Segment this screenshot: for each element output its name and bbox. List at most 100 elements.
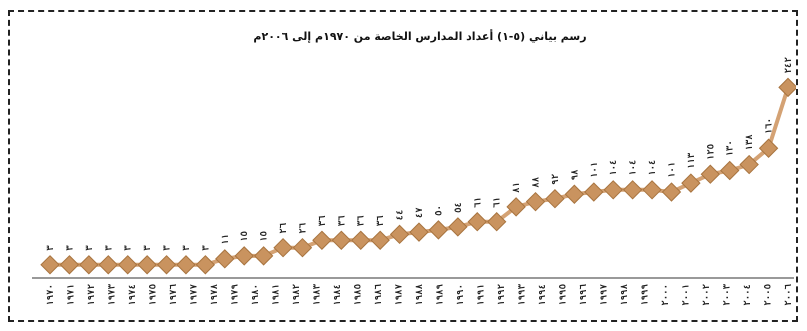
data-label-31: ١٠٤ [648, 160, 658, 176]
data-label-2: ٣ [85, 245, 95, 251]
x-tick-label-4: ١٩٧٤ [128, 284, 138, 306]
data-label-14: ٣٦ [318, 215, 328, 226]
data-label-8: ٣ [201, 245, 211, 251]
data-label-12: ٢٦ [279, 222, 289, 233]
data-label-27: ٩٨ [570, 169, 580, 180]
data-point-19 [409, 222, 429, 242]
data-point-31 [642, 180, 662, 200]
x-tick-label-12: ١٩٨٢ [292, 283, 302, 305]
x-tick-label-14: ١٩٨٤ [333, 284, 343, 306]
data-point-15 [331, 230, 352, 250]
data-point-29 [603, 180, 623, 200]
x-tick-label-35: ٢٠٠٥ [764, 284, 774, 306]
x-tick-label-26: ١٩٩٦ [579, 283, 589, 305]
x-tick-label-11: ١٩٨١ [272, 284, 282, 306]
data-point-26 [545, 189, 565, 209]
data-label-4: ٣ [124, 245, 134, 251]
x-tick-label-2: ١٩٧٢ [87, 283, 97, 305]
x-tick-label-36: ٢٠٠٦ [784, 283, 794, 305]
data-point-13 [292, 237, 313, 258]
data-point-16 [351, 230, 371, 250]
x-tick-label-23: ١٩٩٣ [518, 283, 528, 305]
data-label-3: ٣ [104, 245, 114, 251]
data-label-22: ٦١ [473, 197, 483, 208]
x-tick-label-5: ١٩٧٥ [149, 284, 159, 306]
data-label-21: ٥٤ [454, 202, 464, 213]
data-point-30 [622, 180, 643, 200]
x-tick-label-15: ١٩٨٥ [354, 284, 364, 306]
data-label-24: ٨١ [512, 182, 522, 193]
x-tick-label-9: ١٩٧٩ [231, 283, 241, 305]
data-point-12 [273, 237, 293, 258]
data-label-0: ٣ [46, 245, 56, 251]
data-point-28 [584, 182, 604, 202]
data-labels: ٣ ٣ ٣ ٣ ٣ ٣ ٣ ٣ ٣ ١١ ١٥ ١٥ ٢٦ ٢٦ ٣٦ ٣٦ ٣٦ ٣٦ ٤٤ ٤٧ ٥٠ ٥٤ ٦١ ٦١ ٨… [46, 57, 794, 251]
x-tick-label-1: ١٩٧١ [67, 284, 77, 306]
data-point-17 [370, 230, 390, 250]
x-tick-label-7: ١٩٧٧ [190, 283, 200, 305]
x-tick-label-8: ١٩٧٨ [210, 283, 220, 305]
data-point-6 [156, 255, 177, 275]
data-label-1: ٣ [65, 245, 75, 251]
data-point-10 [234, 246, 254, 266]
data-point-33 [681, 173, 701, 193]
data-point-37 [758, 138, 779, 158]
x-tick-label-29: ١٩٩٩ [641, 283, 651, 305]
data-point-11 [253, 246, 274, 266]
x-tick-label-33: ٢٠٠٣ [723, 283, 733, 305]
x-tick-label-34: ٢٠٠٤ [743, 284, 753, 306]
data-label-16: ٣٦ [357, 215, 367, 226]
x-tick-label-31: ٢٠٠١ [682, 284, 692, 306]
data-label-5: ٣ [143, 245, 153, 251]
data-markers [40, 77, 796, 275]
x-tick-label-17: ١٩٨٧ [395, 283, 405, 305]
data-point-38 [778, 77, 796, 98]
data-point-1 [59, 255, 80, 275]
data-point-4 [117, 255, 138, 275]
data-point-14 [312, 230, 332, 250]
data-point-5 [137, 255, 157, 275]
data-point-27 [564, 184, 585, 204]
x-tick-label-22: ١٩٩٢ [497, 283, 507, 305]
data-point-23 [486, 212, 507, 232]
data-point-2 [79, 255, 99, 275]
x-tick-label-6: ١٩٧٦ [169, 283, 179, 305]
data-label-37: ١٦٠ [765, 118, 775, 134]
data-label-35: ١٣٠ [726, 140, 736, 156]
data-label-36: ١٣٨ [745, 134, 755, 151]
data-point-20 [428, 220, 449, 240]
data-label-20: ٥٠ [434, 205, 444, 216]
x-tick-label-16: ١٩٨٦ [374, 283, 384, 305]
data-label-19: ٤٧ [415, 207, 425, 218]
data-label-26: ٩٢ [551, 173, 561, 184]
data-point-25 [525, 191, 546, 212]
x-tick-label-10: ١٩٨٠ [251, 284, 261, 306]
data-label-7: ٣ [182, 245, 192, 251]
data-label-18: ٤٤ [396, 209, 406, 220]
data-label-30: ١٠٤ [629, 160, 639, 176]
data-point-0 [40, 255, 60, 275]
x-tick-label-32: ٢٠٠٢ [702, 283, 712, 305]
x-tick-label-20: ١٩٩٠ [456, 284, 466, 306]
data-point-34 [700, 164, 721, 184]
x-tick-label-27: ١٩٩٧ [600, 283, 610, 305]
data-label-15: ٣٦ [337, 215, 347, 226]
x-tick-label-30: ٢٠٠٠ [661, 284, 671, 306]
data-point-3 [98, 255, 118, 275]
data-point-8 [195, 255, 216, 275]
data-label-13: ٢٦ [298, 222, 308, 233]
chart-frame: رسم بياني (٥-١) أعداد المدارس الخاصة من … [8, 10, 798, 322]
data-label-32: ١٠١ [667, 162, 677, 178]
data-point-22 [467, 212, 487, 232]
x-tick-label-25: ١٩٩٥ [559, 284, 569, 306]
data-label-11: ١٥ [260, 231, 270, 242]
x-tick-label-0: ١٩٧٠ [46, 284, 56, 306]
data-point-32 [661, 182, 682, 202]
data-label-23: ٦١ [493, 197, 503, 208]
data-label-28: ١٠١ [590, 162, 600, 178]
x-tick-labels: ١٩٧٠ ١٩٧١ ١٩٧٢ ١٩٧٣ ١٩٧٤ ١٩٧٥ ١٩٧٦ ١٩٧٧ ١٩٧٨ ١٩٧٩… [46, 283, 794, 305]
data-point-36 [739, 154, 759, 175]
data-label-38: ٢٤٢ [784, 57, 794, 74]
line-chart: رسم بياني (٥-١) أعداد المدارس الخاصة من … [32, 29, 796, 306]
data-label-33: ١١٣ [687, 152, 697, 169]
